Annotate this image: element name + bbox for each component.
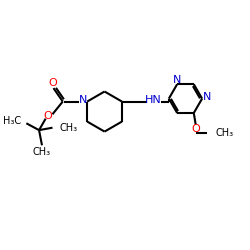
- Text: N: N: [172, 75, 181, 85]
- Text: O: O: [48, 78, 57, 88]
- Text: N: N: [203, 92, 211, 102]
- Text: HN: HN: [145, 95, 162, 105]
- Text: O: O: [43, 111, 52, 121]
- Text: CH₃: CH₃: [59, 123, 77, 133]
- Text: H₃C: H₃C: [2, 116, 21, 126]
- Text: CH₃: CH₃: [33, 147, 51, 157]
- Text: N: N: [78, 94, 87, 104]
- Text: O: O: [191, 124, 200, 134]
- Text: CH₃: CH₃: [216, 128, 234, 138]
